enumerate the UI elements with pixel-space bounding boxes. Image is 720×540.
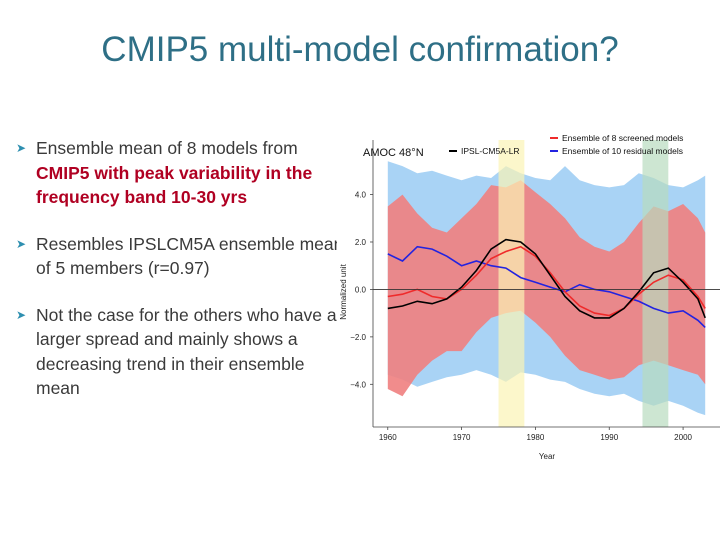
chart-axes: 4.0 2.0 0.0 −2.0 −4.0 1960 1970 1980 1990 2000 <box>350 140 720 442</box>
screened-spread-band <box>387 180 706 397</box>
bullet-highlight: CMIP5 with peak variability in the frequ… <box>36 162 313 208</box>
bullet-text: Not the case for the others who have a l… <box>36 304 337 399</box>
x-tick-label: 1960 <box>379 433 397 442</box>
chart-lines <box>387 238 706 328</box>
y-tick-label: 2.0 <box>355 238 367 247</box>
bullet-item: ➤ Resembles IPSLCM5A ensemble mean of 5 … <box>16 232 346 281</box>
series-line <box>387 238 706 319</box>
legend-label: Ensemble of 8 screened models <box>562 133 683 143</box>
legend-label: Ensemble of 10 residual models <box>562 146 683 156</box>
y-tick-label: 4.0 <box>355 191 367 200</box>
chart-title: AMOC 48°N <box>363 147 424 159</box>
bullet-list: ➤ Ensemble mean of 8 models from CMIP5 w… <box>16 136 346 423</box>
bullet-arrow-icon: ➤ <box>16 307 27 322</box>
amoc-chart: 4.0 2.0 0.0 −2.0 −4.0 1960 1970 1980 1990 2000 AM… <box>337 132 720 462</box>
bullet-arrow-icon: ➤ <box>16 141 27 155</box>
chart-legend: IPSL-CM5A-LR Ensemble of 8 screened model… <box>449 133 683 156</box>
x-tick-label: 1990 <box>600 433 618 442</box>
series-line <box>387 245 706 317</box>
y-tick-label: −2.0 <box>350 333 366 342</box>
bullet-arrow-icon: ➤ <box>16 236 27 251</box>
series-line <box>387 245 706 328</box>
y-tick-label: −4.0 <box>350 380 366 389</box>
bullet-item: ➤ Ensemble mean of 8 models from CMIP5 w… <box>16 136 346 210</box>
highlight-period <box>498 140 525 427</box>
chart-bands <box>387 140 706 427</box>
bullet-text: Ensemble mean of 8 models from <box>36 138 298 158</box>
y-axis-label: Normalized unit <box>339 263 348 319</box>
x-tick-label: 2000 <box>674 433 692 442</box>
bullet-text: Resembles IPSLCM5A ensemble mean of 5 me… <box>36 233 344 279</box>
x-tick-label: 1980 <box>527 433 545 442</box>
bullet-item: ➤ Not the case for the others who have a… <box>16 303 346 401</box>
chart-svg: 4.0 2.0 0.0 −2.0 −4.0 1960 1970 1980 1990 2000 AM… <box>337 132 720 462</box>
slide-title: CMIP5 multi-model confirmation? <box>101 30 619 69</box>
legend-label: IPSL-CM5A-LR <box>461 146 520 156</box>
highlight-period <box>642 140 669 427</box>
y-tick-label: 0.0 <box>355 285 367 294</box>
x-tick-label: 1970 <box>453 433 471 442</box>
x-axis-label: Year <box>539 452 556 461</box>
